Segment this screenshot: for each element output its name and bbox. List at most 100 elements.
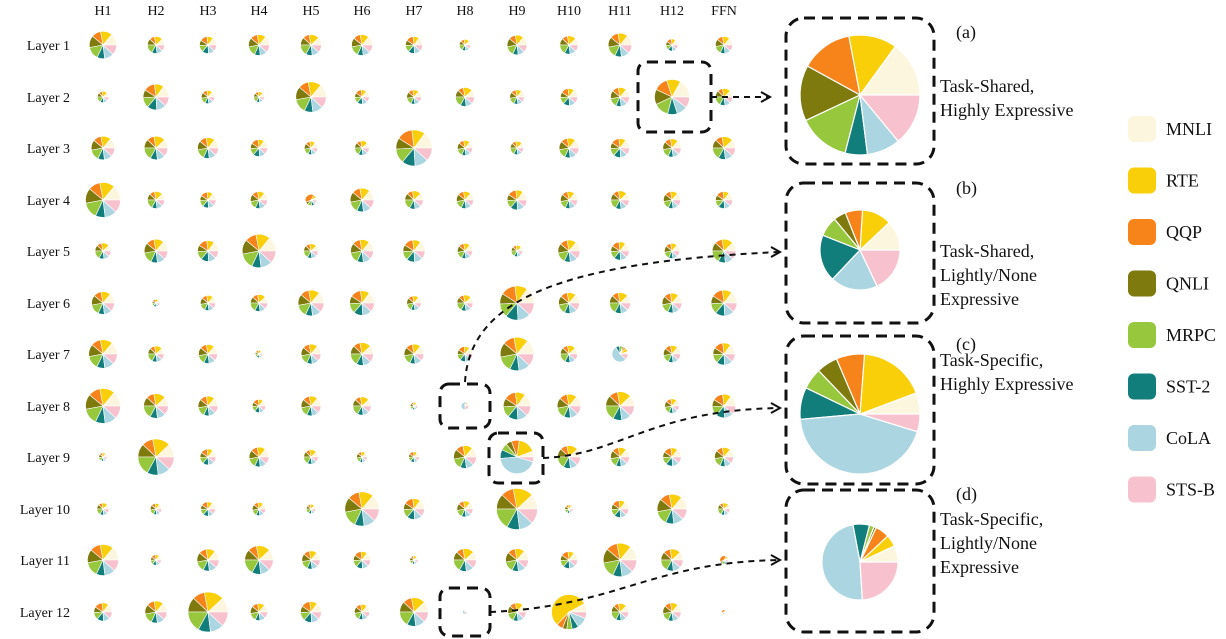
pie-layer-4-h2	[147, 191, 165, 209]
slice-sts-b	[102, 147, 116, 157]
pie-layer-8-h1	[85, 388, 121, 424]
slice-sts-b	[619, 147, 630, 155]
slice-sts-b	[464, 559, 477, 569]
pie-layer-10-h11	[611, 500, 629, 518]
pie-layer-5-h12	[664, 243, 680, 259]
pie-layer-1-h7	[405, 36, 423, 54]
slice-sts-b	[258, 456, 270, 465]
slice-sts-b	[361, 250, 374, 260]
slice-sts-b	[310, 199, 318, 204]
slice-sts-b	[464, 405, 470, 411]
slice-sts-b	[258, 199, 268, 207]
pie-layer-12-h12	[662, 602, 682, 622]
slice-sts-b	[413, 405, 419, 410]
row-label-layer-3: Layer 3	[27, 142, 70, 157]
slice-sts-b	[671, 96, 690, 108]
slice-sts-b	[207, 250, 219, 259]
slice-mnli	[858, 45, 921, 96]
slice-sts-b	[671, 405, 680, 412]
connector-b-arrowhead	[770, 246, 783, 258]
slice-sts-b	[361, 405, 372, 413]
slice-sts-b	[207, 611, 229, 627]
slice-sts-b	[671, 611, 682, 619]
legend-item-mnli: MNLI	[1128, 116, 1212, 142]
pie-layer-1-h8	[458, 39, 472, 51]
legend-label: MRPC	[1166, 325, 1216, 345]
pie-layer-6-h1	[91, 291, 115, 315]
row-label-layer-2: Layer 2	[27, 91, 70, 106]
pie-layer-12-h11	[611, 603, 629, 621]
slice-sts-b	[258, 96, 265, 102]
pie-layer-7-h8	[457, 346, 473, 362]
pie-layer-1-ffn	[715, 36, 733, 54]
pie-layer-9-h5	[303, 449, 319, 465]
slice-sts-b	[723, 508, 731, 514]
column-label-h1: H1	[94, 4, 111, 19]
slice-sts-b	[102, 302, 115, 312]
pie-layer-8-h8	[460, 401, 470, 411]
pie-layer-7-h2	[147, 345, 165, 363]
pie-layer-4-h4	[250, 191, 268, 209]
slice-sts-b	[102, 199, 121, 213]
pie-layer-4-h3	[199, 191, 217, 209]
highlight-layer8-h8	[438, 382, 492, 430]
pie-layer-1-h3	[199, 36, 217, 54]
pie-layer-2-h10	[560, 88, 578, 106]
slice-sts-b	[361, 199, 375, 209]
slice-sts-b	[516, 147, 524, 153]
slice-sts-b	[310, 302, 325, 313]
column-labels: H1 H2 H3 H4 H5 H6 H7 H8 H9 H10 H11 H12 FFN	[94, 4, 736, 19]
slice-sts-b	[413, 147, 433, 161]
pie-layer-6-h11	[609, 292, 631, 314]
pie-layer-7-h7	[403, 343, 425, 365]
pie-layer-12-h6	[354, 604, 370, 620]
pie-layer-6-ffn	[710, 289, 738, 317]
slice-sts-b	[207, 96, 215, 102]
column-label-h6: H6	[353, 4, 370, 19]
slice-sts-b	[568, 302, 580, 311]
slice-sts-b	[516, 302, 535, 316]
slice-sts-b	[361, 147, 370, 154]
pie-layer-7-h3	[198, 344, 218, 364]
slice-sts-b	[568, 559, 578, 567]
slice-sts-b	[413, 353, 425, 362]
slice-sts-b	[516, 96, 525, 103]
pie-layer-12-h9	[507, 602, 527, 622]
pie-layer-7-h12	[663, 345, 681, 363]
pie-layer-10-h6	[344, 491, 380, 527]
slice-sts-b	[102, 559, 119, 572]
head-pie-grid	[85, 31, 738, 633]
pie-layer-5-h4	[241, 233, 277, 269]
legend-item-sst-2: SST-2	[1128, 373, 1210, 400]
pie-layer-4-h7	[404, 190, 424, 210]
pie-layer-7-h9	[499, 336, 535, 372]
pie-layer-3-h6	[354, 140, 370, 156]
slice-sst-2	[819, 234, 862, 281]
slice-sts-b	[361, 353, 374, 363]
slice-mrpc	[804, 93, 861, 154]
slice-sts-b	[619, 559, 638, 572]
pie-layer-2-h7	[406, 89, 422, 105]
slice-cola	[821, 523, 864, 601]
pie-layer-5-h8	[457, 243, 473, 259]
pie-layer-2-h1	[96, 91, 110, 103]
panel-pie	[799, 353, 921, 475]
row-label-layer-5: Layer 5	[27, 245, 70, 260]
slice-sts-b	[361, 508, 380, 522]
legend-label: QQP	[1166, 222, 1202, 242]
pie-layer-9-h1	[98, 452, 108, 462]
pie-layer-11-h5	[301, 550, 321, 570]
slice-cola	[831, 248, 878, 291]
pie-layer-5-h5	[303, 243, 319, 259]
slice-sts-b	[619, 199, 630, 207]
slice-sts-b	[516, 611, 527, 619]
legend-swatch	[1128, 167, 1156, 194]
slice-sts-b	[155, 44, 165, 52]
pie-layer-1-h5	[300, 34, 322, 56]
pie-layer-5-h10	[557, 239, 581, 263]
column-label-h2: H2	[147, 4, 164, 19]
pie-layer-3-h9	[510, 141, 524, 155]
slice-sts-b	[310, 559, 321, 567]
pie-layer-12-h7	[399, 597, 429, 627]
slice-sts-b	[413, 559, 419, 564]
